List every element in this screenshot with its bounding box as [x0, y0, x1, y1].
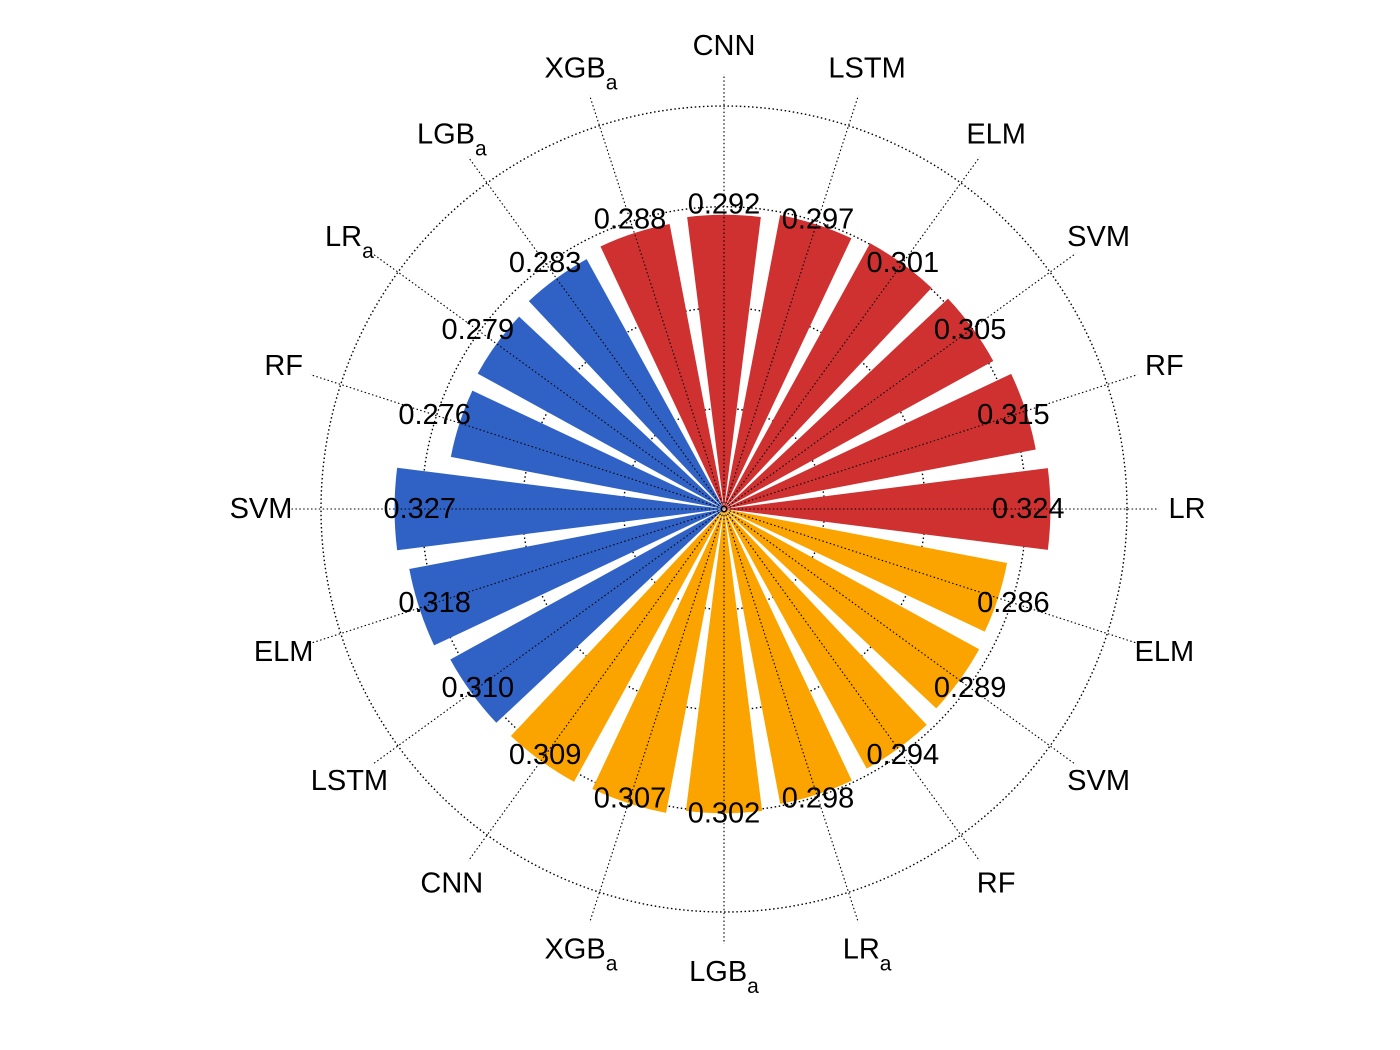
category-subscript: a — [362, 239, 374, 262]
category-name: LGB — [689, 956, 747, 988]
category-label-13: CNN — [420, 868, 483, 900]
category-name: RF — [977, 868, 1016, 900]
category-name: LR — [1168, 493, 1205, 525]
bar-rf-1 — [724, 373, 1036, 509]
category-name: SVM — [230, 493, 293, 525]
category-label-12: LSTM — [311, 765, 388, 797]
category-name: LR — [325, 221, 362, 253]
category-subscript: a — [747, 975, 759, 998]
bar-lstm-4 — [724, 215, 852, 510]
grid-ring-4 — [320, 105, 1128, 913]
category-name: SVM — [1067, 221, 1130, 253]
value-label-15: 0.302 — [688, 797, 761, 829]
category-label-0: LR — [1168, 493, 1205, 525]
value-label-19: 0.286 — [977, 587, 1050, 619]
bar-svm-2 — [724, 298, 994, 509]
category-name: CNN — [693, 30, 756, 62]
category-label-7: LGBa — [417, 118, 487, 160]
category-name: RF — [1145, 350, 1184, 382]
bar-cnn-13 — [510, 509, 724, 782]
bar-xgb-a-14 — [592, 509, 724, 813]
value-label-14: 0.307 — [594, 782, 667, 814]
category-name: ELM — [1135, 636, 1195, 668]
category-label-19: ELM — [1135, 636, 1195, 668]
category-subscript: a — [880, 952, 892, 975]
category-label-11: ELM — [254, 636, 314, 668]
value-label-12: 0.310 — [442, 672, 515, 704]
category-label-3: ELM — [966, 118, 1026, 150]
value-label-3: 0.301 — [867, 247, 940, 279]
value-label-1: 0.315 — [977, 399, 1050, 431]
category-name: CNN — [420, 868, 483, 900]
value-label-8: 0.279 — [442, 314, 515, 346]
category-label-8: LRa — [325, 221, 374, 262]
value-labels: 0.324 0.315 0.305 0.301 0.297 0.292 0.288 0.283… — [383, 189, 1064, 830]
bar-rf-17 — [724, 509, 927, 769]
category-name: XGB — [544, 53, 605, 85]
value-label-9: 0.276 — [398, 399, 471, 431]
bar-rf-9 — [450, 390, 724, 509]
category-label-2: SVM — [1067, 221, 1130, 253]
value-label-7: 0.283 — [509, 247, 582, 279]
value-label-4: 0.297 — [782, 204, 855, 236]
value-label-0: 0.324 — [992, 493, 1065, 525]
value-label-2: 0.305 — [934, 314, 1007, 346]
bars — [394, 214, 1051, 814]
value-label-18: 0.289 — [934, 672, 1007, 704]
category-name: SVM — [1067, 765, 1130, 797]
bar-lgb-a-15 — [685, 509, 763, 814]
bar-elm-3 — [724, 243, 932, 510]
category-name: LR — [843, 933, 880, 965]
category-label-17: RF — [977, 868, 1016, 900]
category-label-14: XGBa — [544, 933, 617, 975]
value-label-6: 0.288 — [594, 204, 667, 236]
value-label-16: 0.298 — [782, 782, 855, 814]
category-label-9: RF — [264, 350, 303, 382]
bar-elm-19 — [724, 509, 1008, 632]
bar-lr-a-16 — [724, 509, 852, 804]
category-label-5: CNN — [693, 30, 756, 62]
value-label-5: 0.292 — [688, 189, 761, 221]
category-subscript: a — [606, 952, 618, 975]
bar-lgb-a-7 — [528, 259, 724, 509]
bar-svm-10 — [394, 467, 724, 551]
category-label-6: XGBa — [544, 53, 617, 95]
category-label-4: LSTM — [828, 53, 905, 85]
bar-svm-18 — [724, 509, 980, 709]
category-label-15: LGBa — [689, 956, 759, 998]
bar-xgb-a-6 — [600, 223, 724, 509]
category-name: ELM — [966, 118, 1026, 150]
category-name: LSTM — [828, 53, 905, 85]
value-label-13: 0.309 — [509, 739, 582, 771]
category-label-16: LRa — [843, 933, 892, 975]
category-name: ELM — [254, 636, 314, 668]
category-label-10: SVM — [230, 493, 293, 525]
category-name: RF — [264, 350, 303, 382]
category-name: LGB — [417, 118, 475, 150]
value-label-10: 0.327 — [383, 493, 456, 525]
value-label-17: 0.294 — [867, 739, 940, 771]
bar-elm-11 — [409, 509, 724, 646]
category-name: XGB — [544, 933, 605, 965]
category-label-1: RF — [1145, 350, 1184, 382]
category-label-18: SVM — [1067, 765, 1130, 797]
bar-lr-a-8 — [477, 316, 724, 509]
category-subscript: a — [606, 71, 618, 94]
value-label-11: 0.318 — [398, 587, 471, 619]
category-subscript: a — [475, 137, 487, 160]
bar-lstm-12 — [450, 509, 724, 723]
category-labels: LRRFSVMELMLSTMCNNXGBaLGBaLRaRFSVMELMLSTM… — [230, 30, 1206, 998]
category-name: LSTM — [311, 765, 388, 797]
